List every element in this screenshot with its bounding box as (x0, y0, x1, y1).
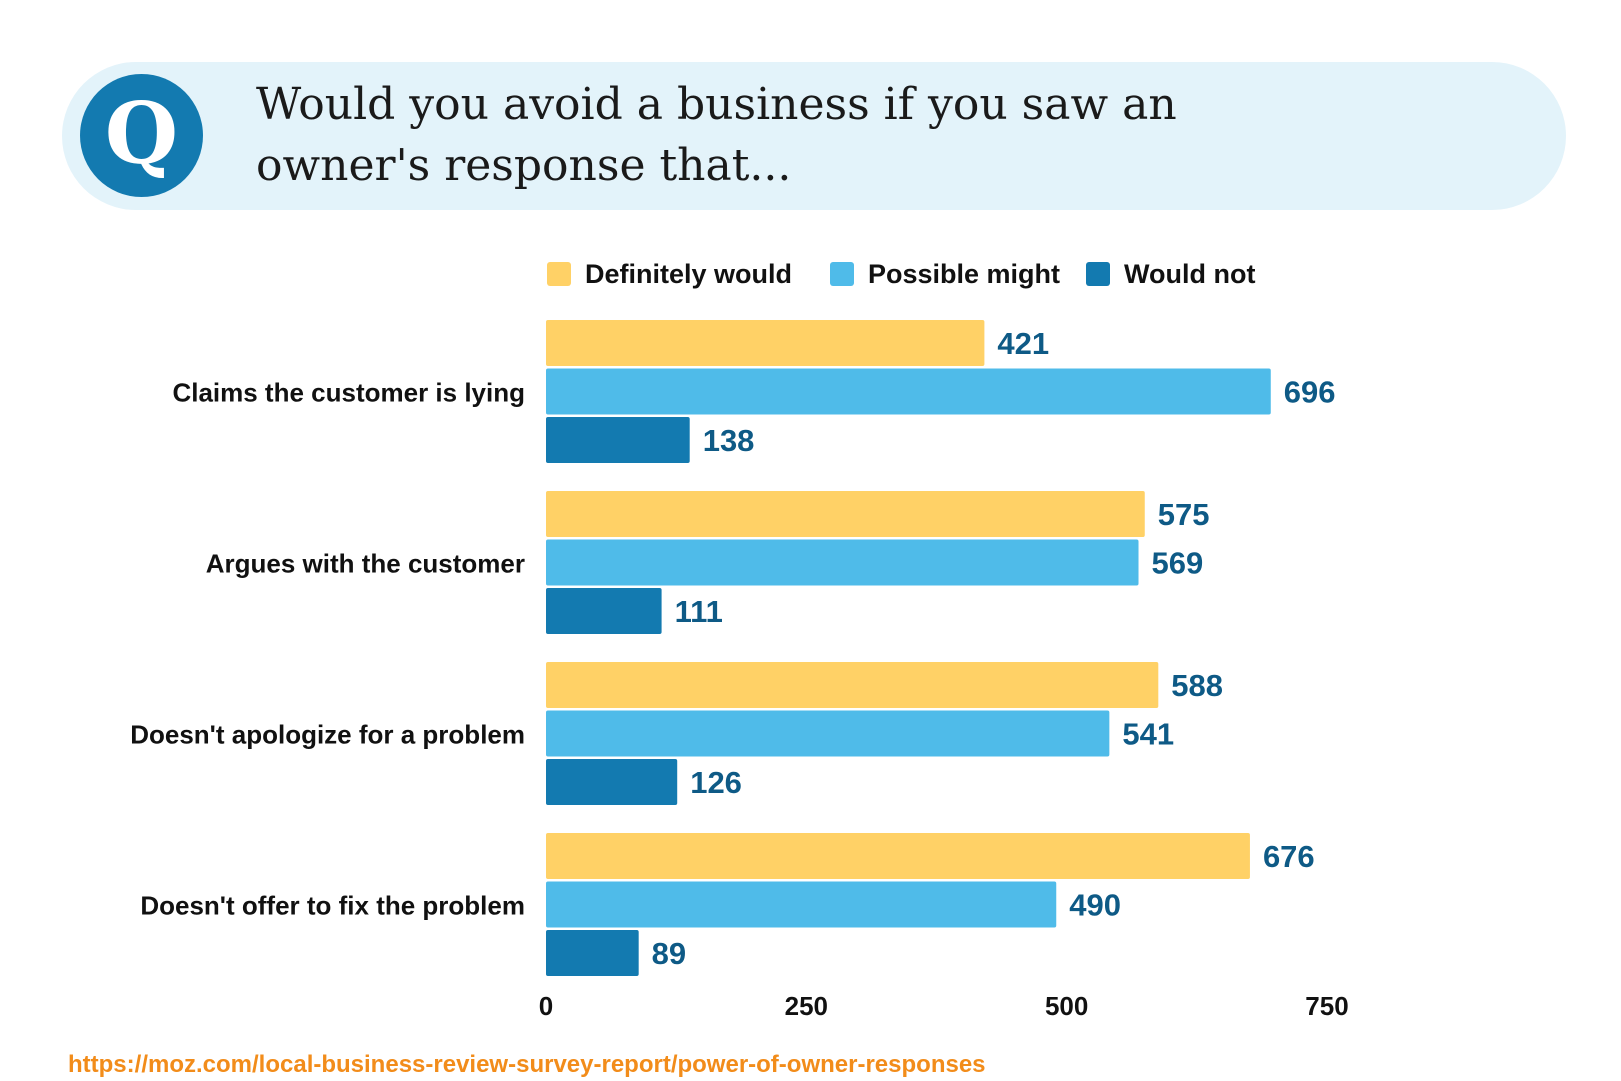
category-label-doesn-t-apologize-for-a-problem: Doesn't apologize for a problem (130, 720, 525, 750)
x-tick-label-750: 750 (1305, 991, 1348, 1021)
data-label-would-not-doesn-t-offer-to-fix-the-problem: 89 (652, 936, 686, 971)
bar-definitely-would-argues-with-the-customer (546, 491, 1145, 537)
legend-swatch-definitely-would (547, 262, 571, 286)
data-label-definitely-would-doesn-t-apologize-for-a-problem: 588 (1171, 668, 1223, 703)
x-tick-label-0: 0 (539, 991, 553, 1021)
question-line-1: Would you avoid a business if you saw an (256, 79, 1177, 130)
data-label-definitely-would-argues-with-the-customer: 575 (1158, 497, 1210, 532)
legend-label-would-not: Would not (1124, 259, 1256, 289)
bar-possible-might-argues-with-the-customer (546, 539, 1139, 586)
data-label-possible-might-claims-the-customer-is-lying: 696 (1284, 375, 1336, 410)
legend-swatch-would-not (1086, 262, 1110, 286)
data-label-would-not-claims-the-customer-is-lying: 138 (703, 423, 755, 458)
x-tick-label-250: 250 (785, 991, 828, 1021)
legend-label-definitely-would: Definitely would (585, 259, 793, 289)
question-badge-icon: Q (80, 74, 203, 197)
bar-definitely-would-doesn-t-offer-to-fix-the-problem (546, 833, 1250, 879)
question-badge-letter: Q (104, 84, 179, 183)
legend-label-possible-might: Possible might (868, 259, 1061, 289)
bar-definitely-would-doesn-t-apologize-for-a-problem (546, 662, 1159, 708)
bar-possible-might-doesn-t-apologize-for-a-problem (546, 710, 1110, 757)
data-label-possible-might-doesn-t-apologize-for-a-problem: 541 (1122, 717, 1174, 752)
question-line-2: owner's response that... (256, 140, 792, 191)
data-label-definitely-would-claims-the-customer-is-lying: 421 (997, 326, 1049, 361)
x-tick-label-500: 500 (1045, 991, 1088, 1021)
category-label-doesn-t-offer-to-fix-the-problem: Doesn't offer to fix the problem (140, 891, 525, 921)
category-label-claims-the-customer-is-lying: Claims the customer is lying (172, 378, 525, 408)
data-label-definitely-would-doesn-t-offer-to-fix-the-problem: 676 (1263, 839, 1315, 874)
category-label-argues-with-the-customer: Argues with the customer (206, 549, 525, 579)
data-label-possible-might-doesn-t-offer-to-fix-the-problem: 490 (1069, 888, 1121, 923)
bar-would-not-claims-the-customer-is-lying (546, 417, 690, 463)
page-title: Would you avoid a business if you saw an… (256, 74, 1456, 196)
bar-possible-might-claims-the-customer-is-lying (546, 368, 1271, 415)
bar-would-not-doesn-t-offer-to-fix-the-problem (546, 930, 639, 976)
legend-swatch-possible-might (830, 262, 854, 286)
data-label-would-not-doesn-t-apologize-for-a-problem: 126 (690, 765, 742, 800)
bar-would-not-argues-with-the-customer (546, 588, 662, 634)
bar-definitely-would-claims-the-customer-is-lying (546, 320, 985, 366)
source-link[interactable]: https://moz.com/local-business-review-su… (68, 1051, 986, 1078)
question-banner (62, 62, 1566, 210)
data-label-would-not-argues-with-the-customer: 111 (675, 594, 723, 629)
bar-would-not-doesn-t-apologize-for-a-problem (546, 759, 678, 805)
bar-possible-might-doesn-t-offer-to-fix-the-problem (546, 881, 1057, 928)
data-label-possible-might-argues-with-the-customer: 569 (1152, 546, 1204, 581)
